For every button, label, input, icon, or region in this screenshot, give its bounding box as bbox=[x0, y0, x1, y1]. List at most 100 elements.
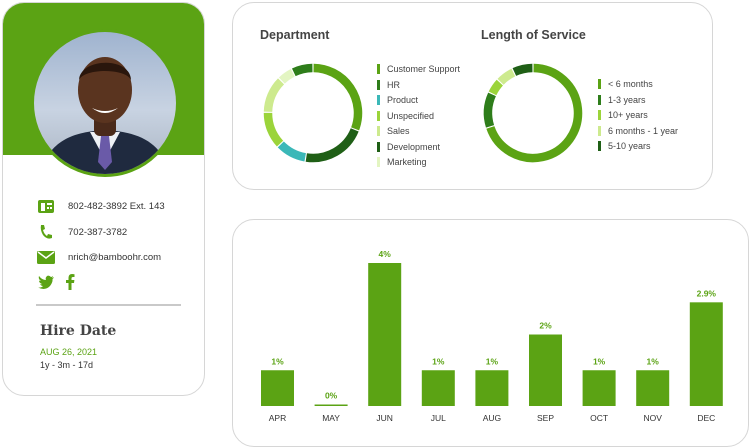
hire-date-value: AUG 26, 2021 bbox=[40, 347, 98, 357]
bar-value-label: 1% bbox=[432, 356, 445, 366]
legend-label: HR bbox=[387, 79, 400, 90]
bar-value-label: 0% bbox=[325, 391, 338, 401]
service-legend-item: < 6 months bbox=[598, 78, 678, 94]
service-legend-item: 1-3 years bbox=[598, 94, 678, 110]
month-tick-label: SEP bbox=[537, 413, 554, 423]
month-tick-label: AUG bbox=[483, 413, 501, 423]
mobile-phone-text[interactable]: 702-387-3782 bbox=[68, 226, 128, 238]
hire-date-title: Hire Date bbox=[40, 323, 117, 339]
legend-label: Product bbox=[387, 95, 419, 105]
department-legend-item: Marketing bbox=[377, 156, 460, 172]
service-slice[interactable] bbox=[486, 63, 583, 163]
legend-swatch bbox=[377, 95, 380, 105]
legend-swatch bbox=[377, 64, 380, 74]
service-legend-item: 10+ years bbox=[598, 109, 678, 125]
phone-desk-icon bbox=[36, 197, 56, 215]
month-tick-label: JUL bbox=[431, 413, 446, 423]
bar-dec[interactable] bbox=[689, 302, 723, 406]
legend-label: Unspecified bbox=[387, 110, 435, 121]
service-slice[interactable] bbox=[488, 79, 504, 96]
bar-aug[interactable] bbox=[475, 370, 509, 406]
department-legend-item: Development bbox=[377, 141, 460, 157]
legend-label: < 6 months bbox=[608, 79, 653, 89]
employee-profile-card: 802-482-3892 Ext. 143 702-387-3782 nrich… bbox=[2, 2, 205, 396]
department-slice[interactable] bbox=[305, 128, 359, 163]
month-tick-label: NOV bbox=[643, 413, 662, 423]
bar-jul[interactable] bbox=[421, 370, 455, 406]
bar-value-label: 1% bbox=[593, 356, 606, 366]
department-slice[interactable] bbox=[263, 112, 284, 147]
tenure-value: 1y - 3m - 17d bbox=[40, 360, 94, 370]
legend-label: 6 months - 1 year bbox=[608, 125, 679, 136]
month-tick-label: OCT bbox=[590, 413, 608, 423]
legend-label: Marketing bbox=[387, 157, 427, 167]
workforce-summary-card: Department Customer Support HR Product Unsp… bbox=[232, 2, 713, 190]
bar-sep[interactable] bbox=[529, 334, 562, 407]
facebook-icon[interactable] bbox=[60, 273, 80, 291]
department-slice[interactable] bbox=[278, 69, 295, 84]
legend-swatch bbox=[598, 125, 601, 136]
bar-may[interactable] bbox=[314, 404, 348, 407]
bar-nov[interactable] bbox=[636, 370, 670, 406]
month-tick-label: DEC bbox=[697, 413, 715, 423]
legend-label: 5-10 years bbox=[608, 141, 651, 151]
email-text[interactable]: nrich@bamboohr.com bbox=[68, 251, 162, 263]
social-links bbox=[36, 273, 80, 291]
department-slice[interactable] bbox=[277, 141, 307, 162]
department-donut-chart bbox=[263, 63, 363, 163]
legend-swatch bbox=[377, 110, 380, 121]
legend-swatch bbox=[598, 94, 601, 105]
email-row[interactable]: nrich@bamboohr.com bbox=[36, 248, 161, 266]
legend-label: Sales bbox=[387, 126, 410, 136]
service-slice[interactable] bbox=[512, 63, 533, 76]
employee-photo-illustration bbox=[40, 57, 170, 174]
bar-value-label: 1% bbox=[271, 356, 284, 366]
twitter-icon[interactable] bbox=[36, 273, 56, 291]
legend-label: Development bbox=[387, 141, 441, 152]
mobile-phone-row[interactable]: 702-387-3782 bbox=[36, 223, 127, 241]
department-legend-item: Customer Support bbox=[377, 63, 460, 79]
month-tick-label: APR bbox=[269, 413, 286, 423]
service-slice[interactable] bbox=[483, 92, 497, 128]
department-legend: Customer Support HR Product Unspecified Sale… bbox=[377, 63, 460, 172]
department-legend-item: HR bbox=[377, 79, 460, 95]
service-donut-chart bbox=[483, 63, 583, 163]
monthly-turnover-card: 1% APR 0% MAY 4% JUN 1% JUL 1% AUG 2% SEP 1% OCT 1% NOV… bbox=[232, 219, 749, 447]
bar-value-label: 1% bbox=[486, 356, 499, 366]
bar-value-label: 2.9% bbox=[697, 288, 717, 298]
email-icon bbox=[36, 248, 56, 266]
service-slice[interactable] bbox=[497, 68, 516, 85]
department-legend-item: Sales bbox=[377, 125, 460, 141]
work-phone-text[interactable]: 802-482-3892 Ext. 143 bbox=[68, 200, 165, 212]
bar-value-label: 4% bbox=[379, 249, 392, 259]
bar-oct[interactable] bbox=[582, 370, 616, 406]
legend-swatch bbox=[377, 79, 380, 90]
service-legend: < 6 months 1-3 years 10+ years 6 months - 1… bbox=[598, 78, 678, 156]
phone-icon bbox=[36, 223, 56, 241]
service-legend-item: 5-10 years bbox=[598, 140, 678, 156]
department-slice[interactable] bbox=[263, 78, 285, 113]
legend-swatch bbox=[377, 126, 380, 136]
department-slice[interactable] bbox=[313, 63, 363, 131]
month-tick-label: JUN bbox=[376, 413, 393, 423]
bar-jun[interactable] bbox=[368, 263, 402, 406]
bar-value-label: 2% bbox=[539, 321, 552, 331]
legend-swatch bbox=[598, 79, 601, 89]
work-phone-row[interactable]: 802-482-3892 Ext. 143 bbox=[36, 197, 165, 215]
employee-photo bbox=[31, 29, 179, 177]
legend-swatch bbox=[598, 110, 601, 120]
legend-swatch bbox=[598, 141, 601, 151]
legend-swatch bbox=[377, 157, 380, 167]
bar-apr[interactable] bbox=[261, 370, 294, 406]
department-legend-item: Product bbox=[377, 94, 460, 110]
monthly-bar-chart: 1% APR 0% MAY 4% JUN 1% JUL 1% AUG 2% SEP 1% OCT 1% NOV… bbox=[261, 249, 723, 423]
service-legend-item: 6 months - 1 year bbox=[598, 125, 678, 141]
legend-label: 1-3 years bbox=[608, 94, 646, 105]
legend-label: Customer Support bbox=[387, 64, 461, 74]
month-tick-label: MAY bbox=[322, 413, 340, 423]
department-title: Department bbox=[260, 28, 330, 42]
legend-label: 10+ years bbox=[608, 110, 648, 120]
service-title: Length of Service bbox=[481, 28, 586, 42]
profile-divider bbox=[36, 304, 181, 306]
department-slice[interactable] bbox=[291, 63, 313, 77]
